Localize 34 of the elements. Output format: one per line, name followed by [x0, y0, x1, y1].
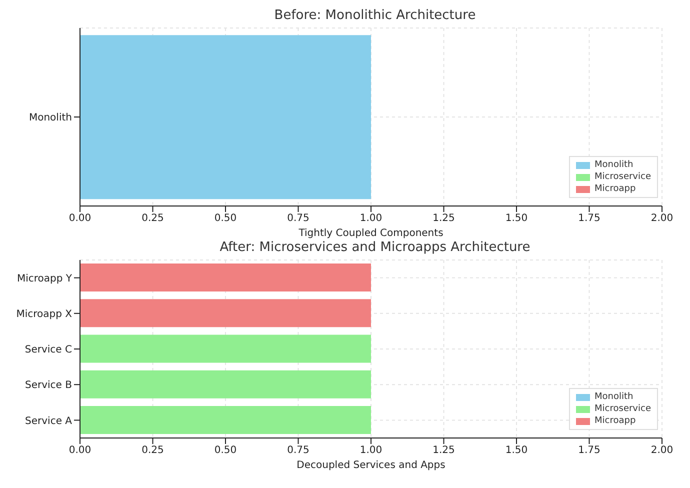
x-axis-title: Decoupled Services and Apps: [296, 460, 446, 471]
y-tick-label: Service A: [25, 416, 72, 427]
x-tick-label: 1.75: [578, 445, 600, 456]
x-tick-label: 0.00: [68, 213, 92, 224]
x-tick-label: 0.00: [68, 445, 92, 456]
x-tick-label: 2.00: [650, 213, 674, 224]
x-tick-label: 0.50: [214, 213, 237, 224]
x-tick-label: 1.50: [505, 213, 528, 224]
legend-label: Monolith: [594, 159, 634, 171]
legend-label: Microapp: [594, 183, 636, 195]
y-tick-label: Service B: [25, 380, 72, 392]
y-tick-label: Monolith: [28, 112, 72, 124]
legend-label: Microapp: [594, 415, 636, 427]
x-tick-label: 2.00: [650, 445, 674, 456]
x-tick-label: 0.75: [287, 445, 310, 456]
x-axis-title: Tightly Coupled Components: [298, 228, 444, 239]
y-tick-label: Microapp Y: [16, 273, 73, 284]
legend-label: Microservice: [594, 171, 651, 183]
x-tick-label: 0.75: [287, 213, 310, 224]
chart-title: Before: Monolithic Architecture: [273, 8, 477, 25]
x-tick-label: 1.25: [432, 213, 455, 224]
legend-label: Monolith: [594, 391, 634, 403]
x-tick-label: 1.00: [360, 213, 382, 224]
x-tick-label: 0.25: [142, 445, 164, 456]
x-tick-label: 1.50: [505, 445, 528, 456]
chart-title: After: Microservices and Microapps Architecture: [218, 240, 532, 257]
legend-label: Microservice: [594, 403, 651, 415]
x-tick-label: 0.25: [142, 213, 164, 224]
x-tick-label: 1.00: [360, 445, 382, 456]
y-tick-label: Microapp X: [16, 308, 72, 320]
x-tick-label: 1.75: [578, 213, 600, 224]
x-tick-label: 0.50: [214, 445, 237, 456]
x-tick-label: 1.25: [432, 445, 455, 456]
y-tick-label: Service C: [24, 344, 72, 356]
